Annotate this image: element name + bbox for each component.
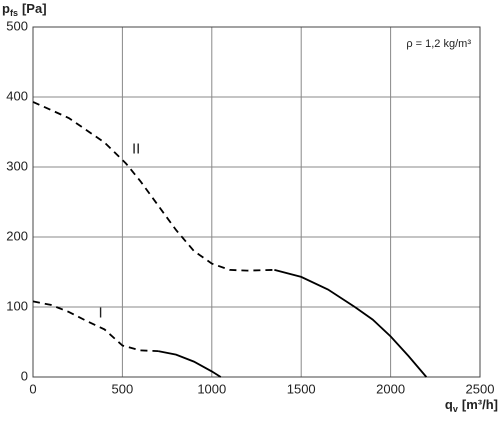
series-label: I (99, 304, 103, 321)
annotation: ρ = 1,2 kg/m³ (406, 38, 471, 50)
axis-label: pfs [Pa] (2, 1, 47, 18)
y-tick-label: 200 (6, 228, 28, 243)
curve (274, 269, 428, 378)
y-tick-label: 500 (6, 18, 28, 33)
curve (32, 300, 159, 352)
x-tick-label: 2500 (466, 381, 495, 396)
x-tick-label: 1500 (287, 381, 316, 396)
x-tick-label: 2000 (376, 381, 405, 396)
plot-frame (32, 26, 481, 378)
axis-subscript: v (453, 404, 458, 414)
annotation-box (388, 32, 474, 54)
y-tick-label: 100 (6, 298, 28, 313)
y-tick-label: 300 (6, 158, 28, 173)
axis-unit: [Pa] (22, 1, 47, 16)
axis-symbol: p (2, 1, 10, 16)
x-tick-label: 1000 (197, 381, 226, 396)
y-tick-label: 0 (21, 368, 28, 383)
curve (157, 350, 222, 378)
axis-symbol: q (445, 397, 453, 412)
curve (32, 101, 275, 272)
y-tick-label: 400 (6, 88, 28, 103)
series-label: II (132, 140, 140, 157)
x-tick-label: 0 (29, 381, 36, 396)
axis-subscript: fs (10, 8, 18, 18)
axis-unit: [m³/h] (462, 397, 498, 412)
axis-label: qv [m³/h] (445, 397, 498, 414)
x-tick-label: 500 (112, 381, 134, 396)
